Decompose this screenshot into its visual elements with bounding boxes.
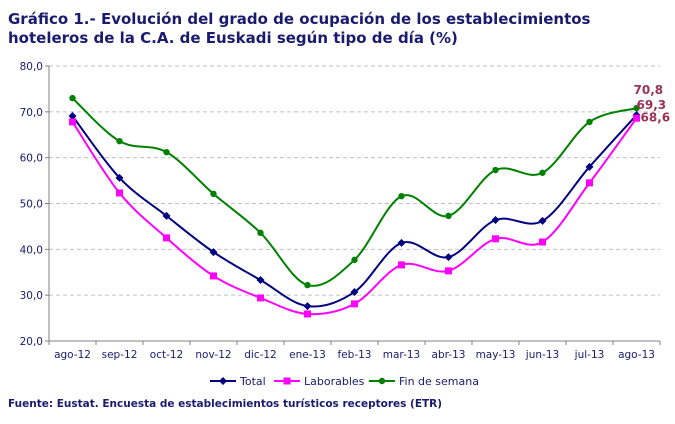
data-point: [163, 148, 170, 156]
x-tick-label: sep-12: [102, 349, 138, 361]
data-point: [69, 118, 76, 126]
x-tick-label: abr-13: [432, 349, 466, 361]
x-tick-label: ago-13: [618, 349, 655, 361]
data-label: 69,3: [637, 98, 667, 112]
x-tick-label: oct-12: [150, 349, 183, 361]
y-tick-label: 80,0: [20, 61, 43, 73]
data-point: [350, 287, 359, 296]
chart-source: Fuente: Eustat. Encuesta de establecimie…: [8, 398, 443, 410]
data-point: [445, 212, 452, 220]
data-point: [116, 189, 123, 197]
legend-marker: [378, 377, 386, 385]
data-point: [303, 302, 312, 311]
data-point: [162, 211, 171, 220]
data-point: [585, 162, 594, 171]
data-point: [444, 253, 453, 262]
x-tick-label: ene-13: [289, 349, 326, 361]
data-point: [210, 190, 217, 198]
y-tick-label: 40,0: [20, 244, 43, 256]
data-point: [538, 216, 547, 225]
x-tick-label: dic-12: [244, 349, 277, 361]
data-point: [256, 276, 265, 285]
x-tick-label: may-13: [476, 349, 516, 361]
data-point: [397, 238, 406, 247]
chart-title: Gráfico 1.- Evolución del grado de ocupa…: [8, 10, 591, 47]
y-tick-label: 30,0: [20, 290, 43, 302]
data-point: [351, 300, 358, 308]
data-point: [586, 118, 593, 126]
legend-label: Laborables: [304, 375, 365, 388]
data-point: [304, 310, 311, 318]
data-point: [257, 294, 264, 302]
data-point: [492, 235, 499, 243]
data-point: [586, 179, 593, 187]
data-point: [398, 192, 405, 200]
data-label: 68,6: [641, 110, 671, 124]
data-point: [633, 114, 640, 122]
data-point: [304, 281, 311, 289]
x-tick-label: jul-13: [574, 349, 605, 361]
data-point: [210, 272, 217, 280]
series-line-total: [71, 114, 638, 308]
y-tick-label: 50,0: [20, 199, 43, 211]
data-point: [68, 111, 77, 120]
data-point: [633, 104, 640, 112]
x-tick-label: mar-13: [383, 349, 420, 361]
y-tick-label: 20,0: [20, 336, 43, 348]
data-point: [351, 256, 358, 264]
x-tick-label: nov-12: [195, 349, 231, 361]
data-point: [539, 169, 546, 176]
data-point: [445, 267, 452, 275]
legend-label: Total: [239, 375, 266, 388]
data-point: [115, 173, 124, 182]
x-tick-label: jun-13: [525, 349, 559, 361]
data-point: [209, 248, 218, 257]
data-point: [257, 229, 264, 237]
legend-marker: [219, 377, 227, 385]
legend-label: Fin de semana: [399, 375, 479, 388]
y-tick-label: 70,0: [20, 107, 43, 119]
data-point: [116, 137, 123, 145]
data-point: [491, 216, 500, 224]
legend-marker: [283, 377, 291, 385]
data-point: [163, 234, 170, 242]
data-point: [492, 166, 499, 174]
x-tick-label: ago-12: [54, 349, 91, 361]
data-point: [398, 261, 405, 269]
data-point: [69, 94, 76, 102]
series-line-laborables: [71, 117, 638, 316]
x-tick-label: feb-13: [338, 349, 372, 361]
data-label: 70,8: [634, 83, 664, 97]
y-tick-label: 60,0: [20, 153, 43, 165]
data-point: [539, 238, 546, 246]
